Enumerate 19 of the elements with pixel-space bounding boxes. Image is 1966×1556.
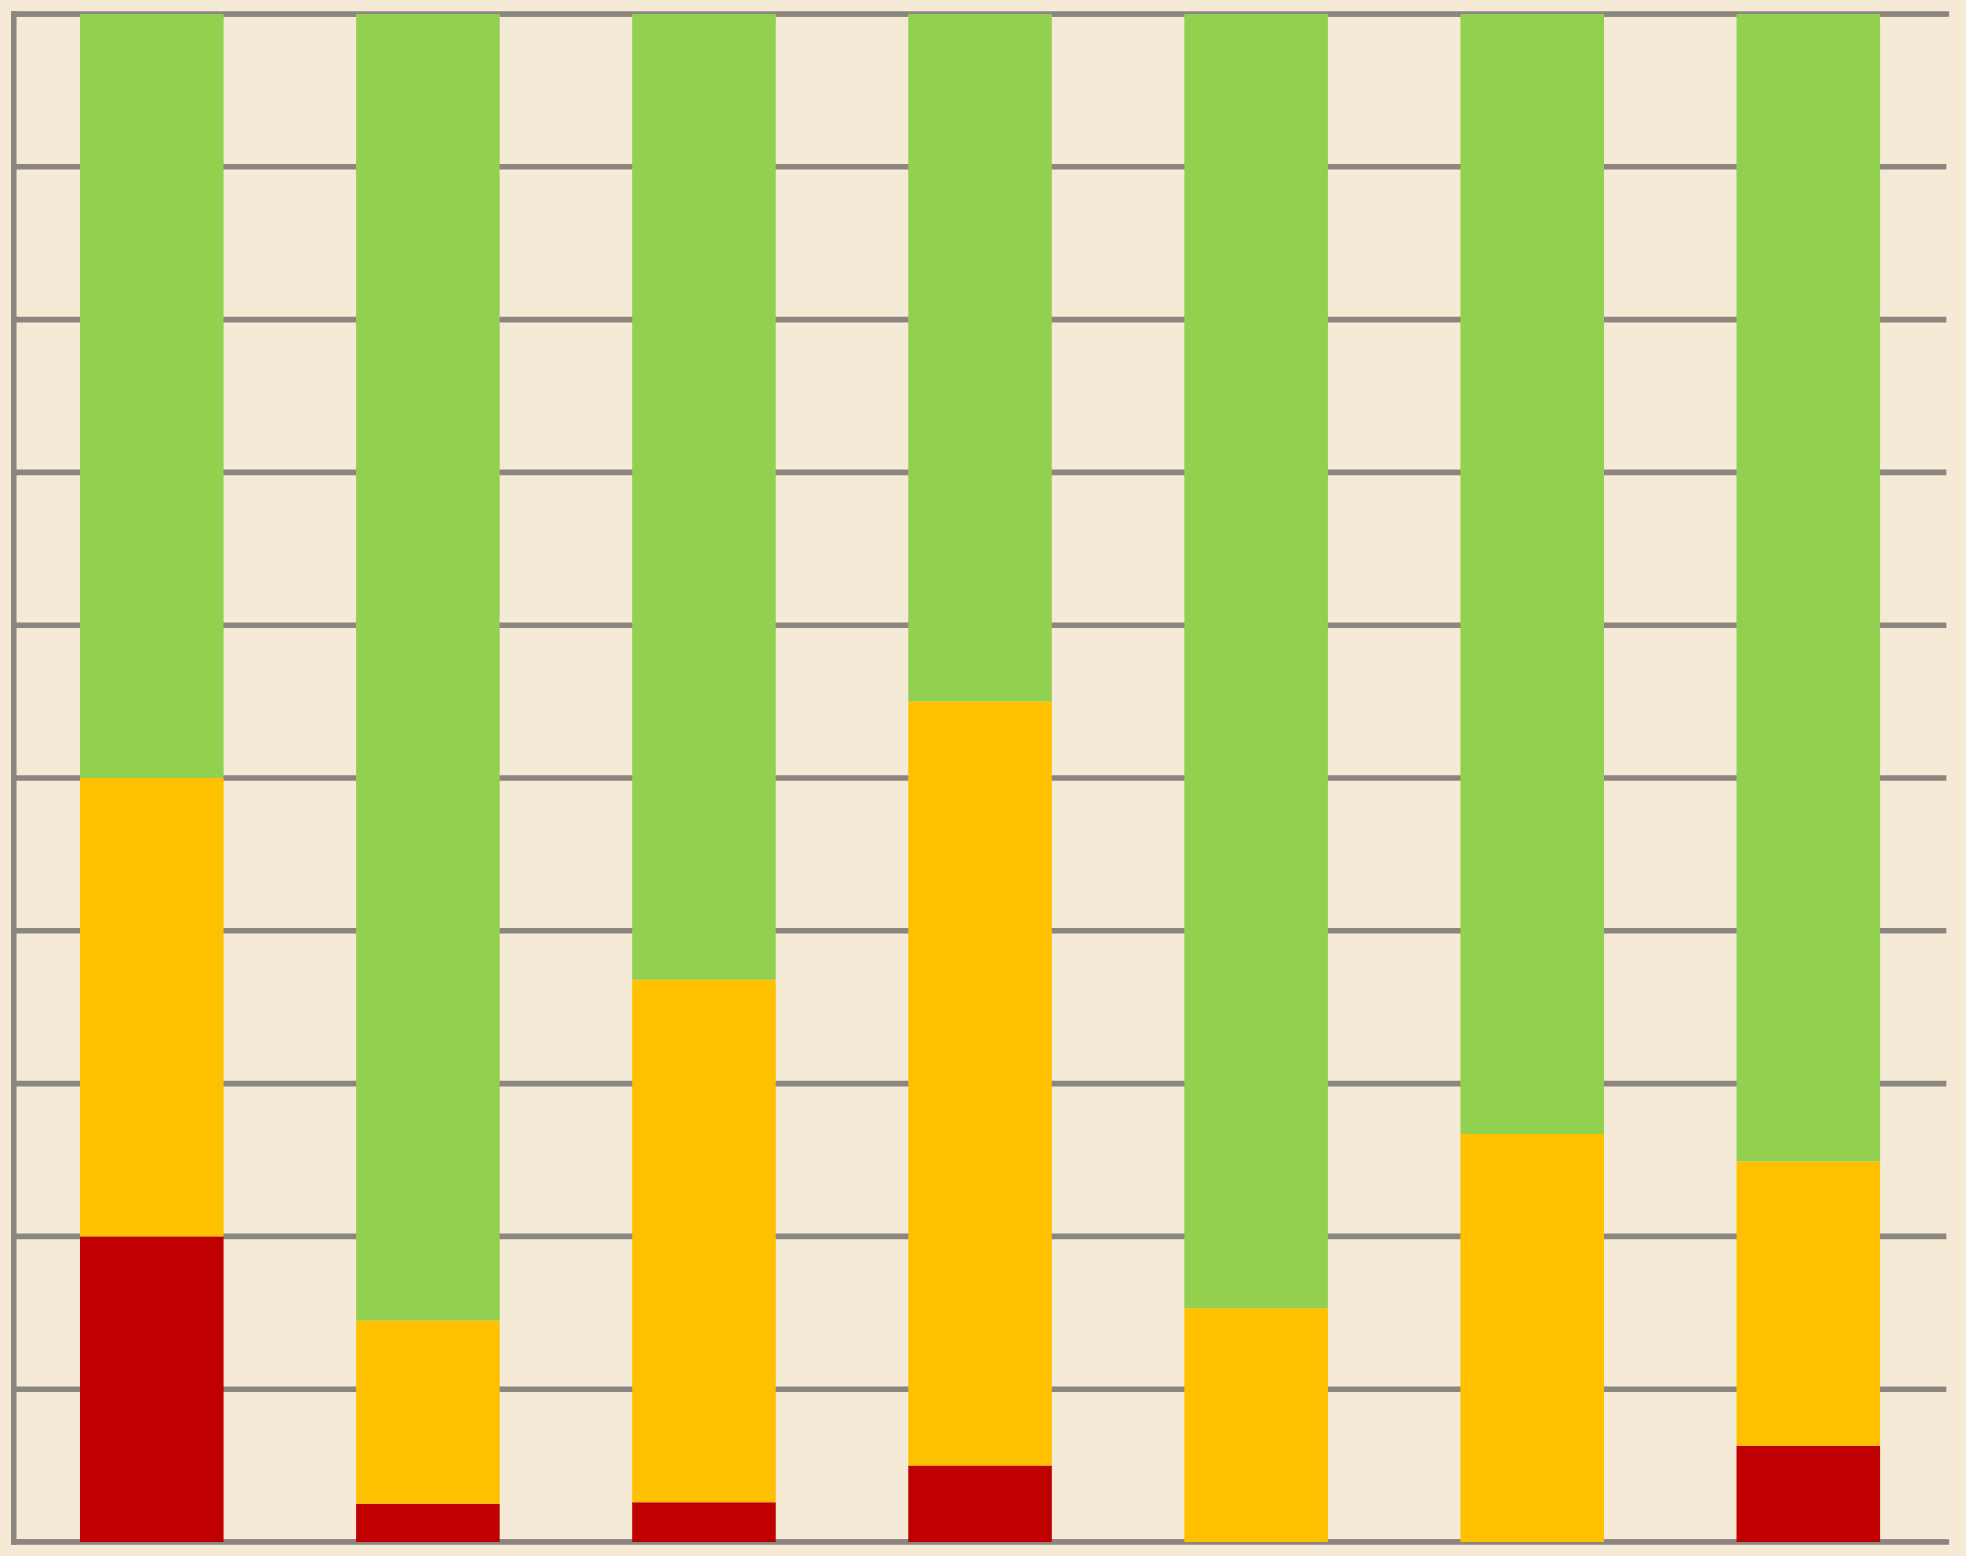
bar <box>80 778 224 1237</box>
bar <box>1736 1161 1881 1446</box>
bar <box>1184 14 1328 1309</box>
bar <box>1460 14 1604 1135</box>
bar <box>356 1320 500 1504</box>
bar <box>1460 1134 1604 1542</box>
bar <box>1736 14 1881 1162</box>
bar <box>356 14 500 1321</box>
bar <box>80 14 224 778</box>
bar <box>908 701 1052 1466</box>
bar <box>632 979 776 1503</box>
bar <box>356 1503 500 1542</box>
bar <box>1184 1308 1328 1542</box>
bar <box>80 1236 224 1542</box>
bar <box>632 1502 776 1542</box>
bar <box>632 14 776 980</box>
bar <box>1736 1445 1881 1542</box>
bar <box>908 1465 1052 1542</box>
bar <box>908 14 1052 702</box>
